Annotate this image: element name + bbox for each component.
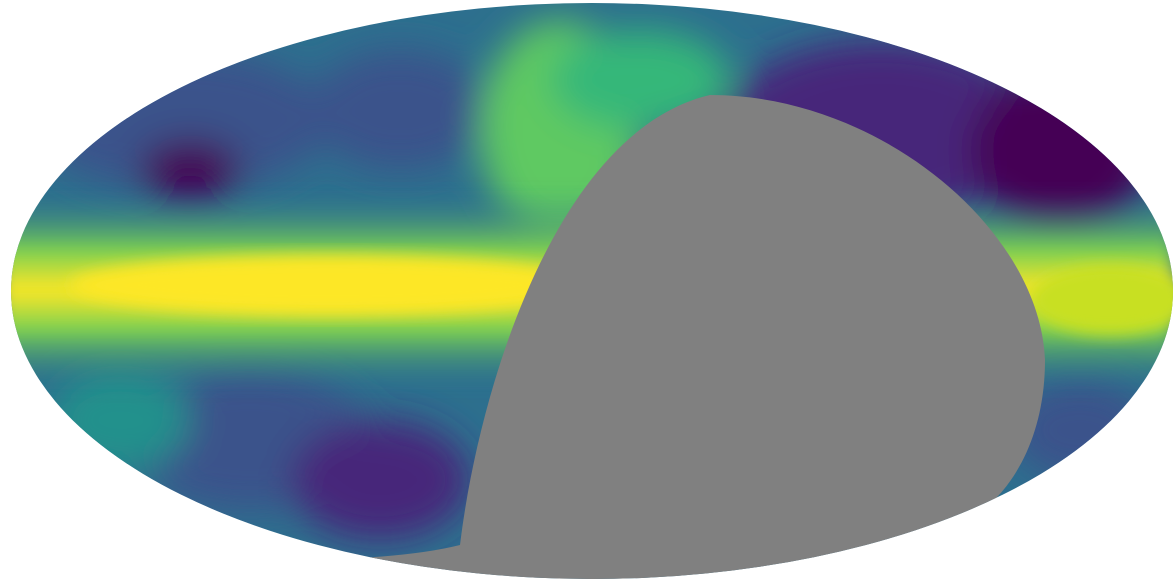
sky-map: [0, 0, 1173, 582]
page: (() => { const data = JSON.parse(documen…: [0, 0, 1173, 582]
map-pixels: [0, 0, 1173, 582]
